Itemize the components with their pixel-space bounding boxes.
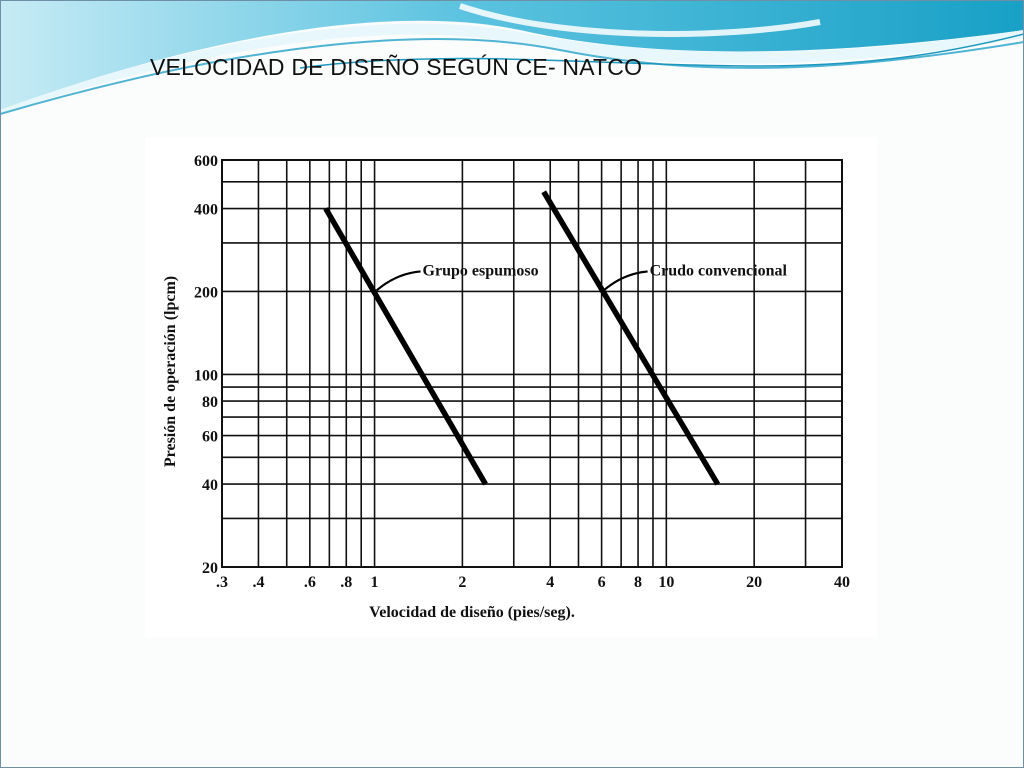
x-tick-label: .4 <box>252 574 264 591</box>
y-tick-label: 80 <box>202 394 218 411</box>
slide-title: VELOCIDAD DE DISEÑO SEGÚN CE- NATCO <box>150 54 643 80</box>
plot-frame <box>221 159 843 568</box>
x-tick-label: 6 <box>598 574 606 591</box>
x-tick-label: 20 <box>746 574 762 591</box>
x-tick-label: 1 <box>371 574 379 591</box>
x-tick-label: 40 <box>834 574 850 591</box>
y-tick-label: 20 <box>202 560 218 577</box>
design-velocity-chart: .3 .4 .6 .8 1 2 4 6 8 10 20 40 20 40 60 80 100 200 400 600… <box>145 137 877 637</box>
series-label-2: Crudo convencional <box>650 262 788 279</box>
x-tick-label: 8 <box>634 574 642 591</box>
y-tick-label: 200 <box>194 284 218 301</box>
series-line-1 <box>323 207 488 486</box>
x-tick-label: .6 <box>304 574 316 591</box>
y-tick-label: 60 <box>202 429 218 446</box>
x-tick-label: .8 <box>340 574 352 591</box>
y-tick-label: 600 <box>194 153 218 170</box>
series-label-1: Grupo espumoso <box>423 262 539 279</box>
series-label-leader <box>602 270 648 292</box>
series-label-leader <box>375 270 421 292</box>
x-tick-label: .3 <box>216 574 228 591</box>
y-axis-label: Presión de operación (lpcm) <box>162 276 179 467</box>
x-tick-label: 4 <box>546 574 554 591</box>
y-tick-label: 40 <box>202 477 218 494</box>
x-tick-label: 2 <box>458 574 466 591</box>
series-line-2 <box>541 190 721 486</box>
y-tick-label: 400 <box>194 202 218 219</box>
y-tick-label: 100 <box>194 367 218 384</box>
header-wave-decoration <box>0 0 1024 115</box>
x-axis-label: Velocidad de diseño (pies/seg). <box>369 604 575 621</box>
x-tick-label: 10 <box>658 574 674 591</box>
